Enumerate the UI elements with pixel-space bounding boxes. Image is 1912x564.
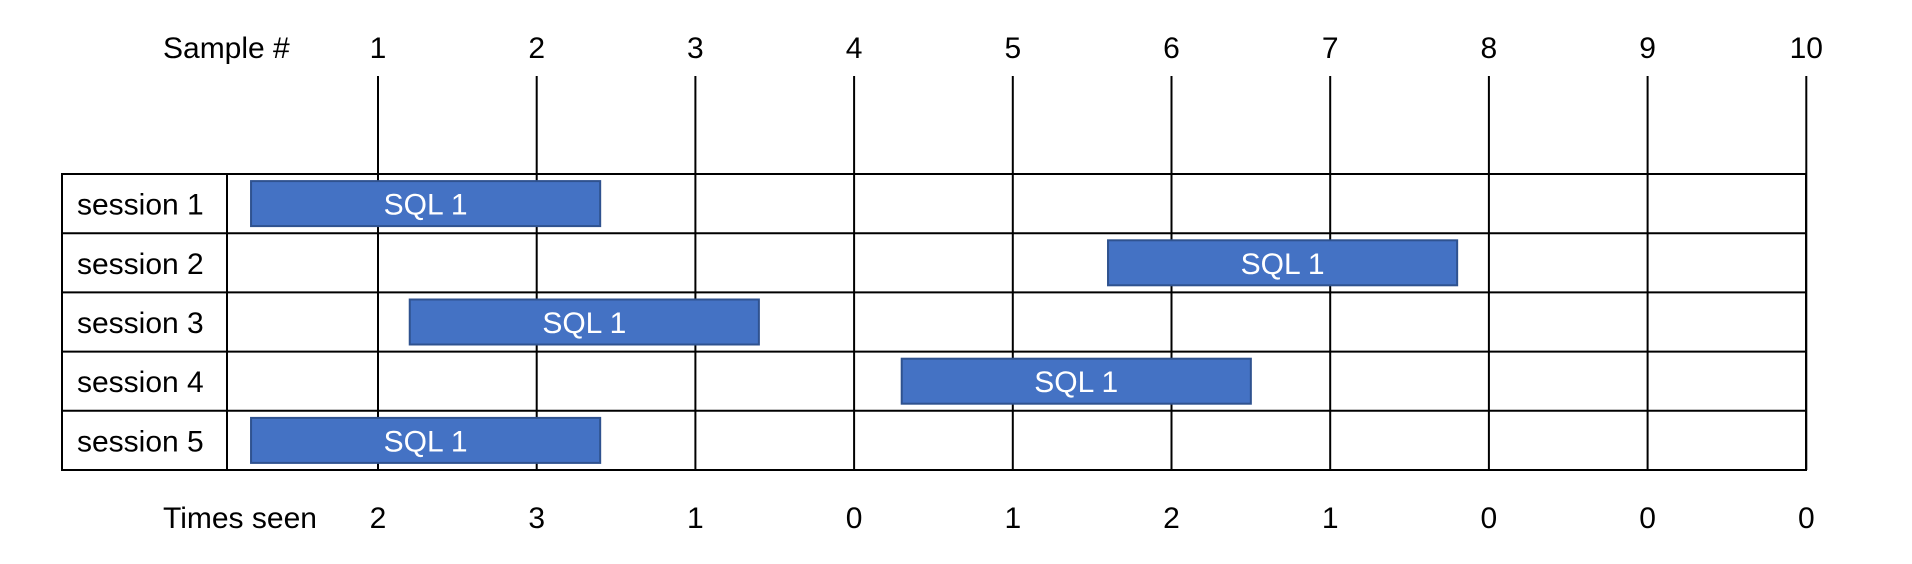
sql-bars: SQL 1 SQL 1 SQL 1 SQL 1 SQL 1: [250, 180, 1459, 464]
times-seen-count: 0: [1639, 502, 1656, 535]
sql-bar: [408, 298, 760, 346]
sample-number-row: 1 2 3 4 5 6 7 8 9 10: [370, 32, 1823, 65]
times-seen-label: Times seen: [163, 502, 317, 535]
times-seen-count: 2: [370, 502, 387, 535]
times-seen-count: 1: [1004, 502, 1021, 535]
sample-number: 9: [1639, 32, 1656, 65]
sql-bar-label: SQL 1: [1034, 366, 1118, 399]
sample-header-label: Sample #: [163, 32, 290, 65]
sample-number: 2: [528, 32, 545, 65]
sample-number: 7: [1322, 32, 1339, 65]
times-seen-count: 3: [528, 502, 545, 535]
sample-number: 8: [1481, 32, 1498, 65]
sql-bar-label: SQL 1: [1241, 248, 1325, 281]
sql-bar-label: SQL 1: [384, 189, 468, 222]
sql-bar-label: SQL 1: [384, 425, 468, 458]
times-seen-row: 2 3 1 0 1 2 1 0 0 0: [370, 502, 1815, 535]
sql-bar: [900, 357, 1252, 405]
session-label: session 5: [77, 425, 204, 458]
times-seen-count: 0: [846, 502, 863, 535]
sql-bar: [250, 416, 602, 464]
times-seen-count: 1: [1322, 502, 1339, 535]
sample-number: 10: [1790, 32, 1823, 65]
sql-bar-label: SQL 1: [542, 307, 626, 340]
session-row-dividers: [62, 232, 1806, 412]
times-seen-count: 0: [1798, 502, 1815, 535]
sample-number: 4: [846, 32, 863, 65]
sample-number: 5: [1004, 32, 1021, 65]
session-label: session 1: [77, 189, 204, 222]
session-label-column: session 1 session 2 session 3 session 4 sess…: [77, 189, 204, 459]
times-seen-count: 0: [1481, 502, 1498, 535]
sql-bar: [250, 180, 602, 228]
sample-number: 3: [687, 32, 704, 65]
times-seen-count: 1: [687, 502, 704, 535]
table-border: [61, 173, 1807, 471]
times-seen-count: 2: [1163, 502, 1180, 535]
sql-bar: [1107, 239, 1459, 287]
session-label: session 2: [77, 248, 204, 281]
session-label: session 3: [77, 307, 204, 340]
session-label: session 4: [77, 366, 204, 399]
sample-number: 1: [370, 32, 387, 65]
sample-number: 6: [1163, 32, 1180, 65]
